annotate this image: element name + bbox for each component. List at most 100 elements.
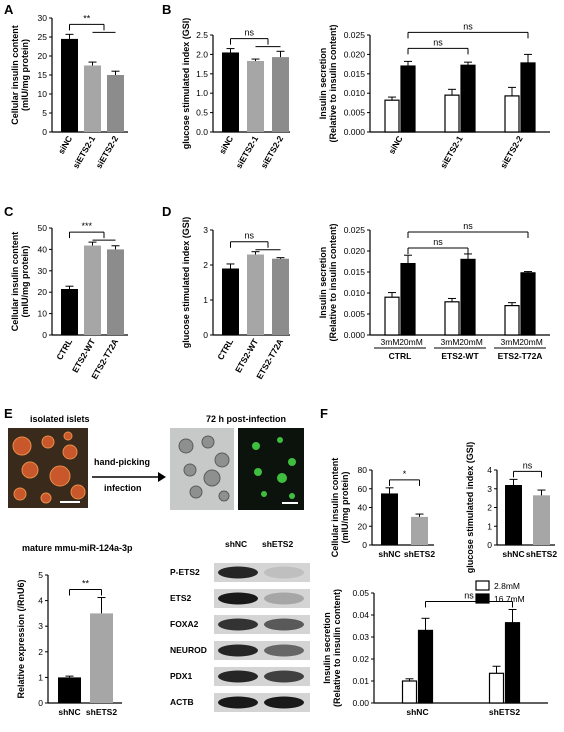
bar-ets2-t72a-s0 (504, 305, 520, 336)
islet-cell (49, 465, 71, 487)
bar-shnc-s0 (401, 680, 418, 704)
western-blot (214, 563, 310, 712)
sub-tick-label: 20mM (519, 337, 543, 347)
bar-siets2-2 (107, 75, 124, 132)
y-axis-label: Cellular insulin content (10, 25, 20, 125)
bar-siets2-1-s1 (460, 64, 476, 133)
y-axis-label: glucose stimulated index (GSI) (181, 217, 191, 349)
sig-label: ns (523, 460, 533, 470)
y-tick-label: 1 (487, 521, 492, 531)
chart-b1: 0.0 0.5 1.0 1.5 2.0 2.5 glucose stimulated ind… (181, 18, 290, 170)
y-tick-label: 2 (487, 503, 492, 513)
gfp-signal (261, 491, 267, 497)
bar-siets2-2 (272, 57, 289, 133)
y-tick-label: 0 (38, 698, 43, 708)
y-tick-label: 1 (38, 672, 43, 682)
y-tick-label: 2.0 (196, 49, 208, 59)
islet-cell (21, 461, 39, 479)
y-tick-label: 0.020 (344, 49, 366, 59)
sig-label: ** (83, 13, 91, 23)
y-tick-label: 0.03 (352, 632, 369, 642)
chart-e: 0 1 2 3 4 5 Relative expression (/RnU6) shNC shE… (16, 570, 122, 717)
bar-ets2-t72a (272, 258, 289, 335)
x-tick-label: siNC (217, 134, 235, 156)
y-axis-label: Relative expression (/RnU6) (16, 579, 26, 698)
y-tick-label: 30 (38, 266, 48, 276)
chart-d2: 0.000 0.005 0.010 0.015 0.020 0.025 Insulin se… (318, 221, 550, 361)
bar-shets2 (90, 613, 113, 703)
y-tick-label: 10 (38, 89, 48, 99)
chart-f3: 0.00 0.01 0.02 0.03 0.04 0.05 Insulin secretio… (322, 580, 548, 717)
y-axis-label: glucose stimulated index (GSI) (181, 18, 191, 150)
x-tick-label: siETS2-1 (234, 134, 261, 170)
y-axis-label: Insulin secretion (322, 612, 332, 684)
x-tick-label: shNC (502, 549, 524, 559)
bar-ets2-wt-s0 (444, 301, 460, 336)
sub-tick-label: 3mM (381, 337, 400, 347)
y-tick-label: 3 (38, 621, 43, 631)
y-tick-label: 0.04 (352, 610, 369, 620)
legend-swatch (475, 580, 490, 591)
x-tick-label: siETS2-1 (438, 134, 465, 170)
bar-ets2-t72a (107, 249, 124, 335)
legend-swatch (475, 593, 490, 604)
brightfield-cell (183, 463, 197, 477)
y-tick-label: 20 (38, 287, 48, 297)
y-axis-label: (mIU/mg protein) (20, 39, 30, 111)
panel-label-b: B (162, 2, 171, 17)
panel-label-e: E (4, 406, 13, 421)
y-tick-label: 0.010 (344, 88, 366, 98)
gfp-signal (277, 437, 283, 443)
blot-band (264, 566, 304, 579)
y-tick-label: 50 (38, 223, 48, 233)
y-tick-label: 0 (362, 540, 367, 550)
bar-sinc (222, 52, 239, 132)
brightfield-cell (189, 485, 203, 499)
bar-siets2-1 (84, 65, 101, 132)
sig-label: ** (82, 579, 90, 589)
y-axis-label: (Relative to insulin content) (328, 24, 338, 142)
bar-shnc (58, 677, 81, 703)
sig-label: ns (244, 28, 254, 38)
blot-label-ets2: ETS2 (170, 593, 192, 603)
y-tick-label: 10 (38, 309, 48, 319)
y-tick-label: 4 (487, 465, 492, 475)
y-tick-label: 0 (42, 127, 47, 137)
islet-cell (13, 487, 27, 501)
y-tick-label: 2 (203, 260, 208, 270)
bar-shnc (505, 485, 522, 545)
y-tick-label: 0.000 (344, 127, 366, 137)
islet-photo (8, 428, 88, 508)
blot-label-p-ets2: P-ETS2 (170, 567, 200, 577)
sig-label: *** (81, 221, 92, 231)
brightfield-photo (170, 428, 234, 510)
sig-label: ns (433, 37, 443, 47)
brightfield-cell (203, 469, 221, 487)
y-tick-label: 0.015 (344, 69, 366, 79)
x-tick-label: siNC (386, 134, 404, 156)
y-axis-label: Insulin secretion (318, 247, 328, 319)
y-tick-label: 20 (38, 51, 48, 61)
blot-band (264, 696, 304, 709)
isolated-islets-label: isolated islets (30, 414, 90, 424)
y-tick-label: 1 (203, 295, 208, 305)
y-tick-label: 0.025 (344, 30, 366, 40)
sig-label: * (403, 469, 407, 479)
hand-picking-label: hand-picking (94, 457, 150, 467)
y-tick-label: 0.015 (344, 267, 366, 277)
y-axis-label: (mIU/mg protein) (340, 472, 350, 544)
x-tick-label: CTRL (54, 337, 74, 362)
blot-band (218, 592, 258, 605)
mirna-title: mature mmu-miR-124a-3p (22, 543, 133, 553)
y-tick-label: 0.010 (344, 288, 366, 298)
y-tick-label: 3 (203, 225, 208, 235)
bar-siets2-1 (247, 60, 264, 132)
y-tick-label: 0.025 (344, 225, 366, 235)
y-tick-label: 25 (38, 32, 48, 42)
blot-band (218, 670, 258, 683)
sub-tick-label: 3mM (441, 337, 460, 347)
bar-ctrl-s1 (400, 263, 416, 336)
blot-label-pdx1: PDX1 (170, 671, 192, 681)
panel-label-c: C (4, 204, 14, 219)
